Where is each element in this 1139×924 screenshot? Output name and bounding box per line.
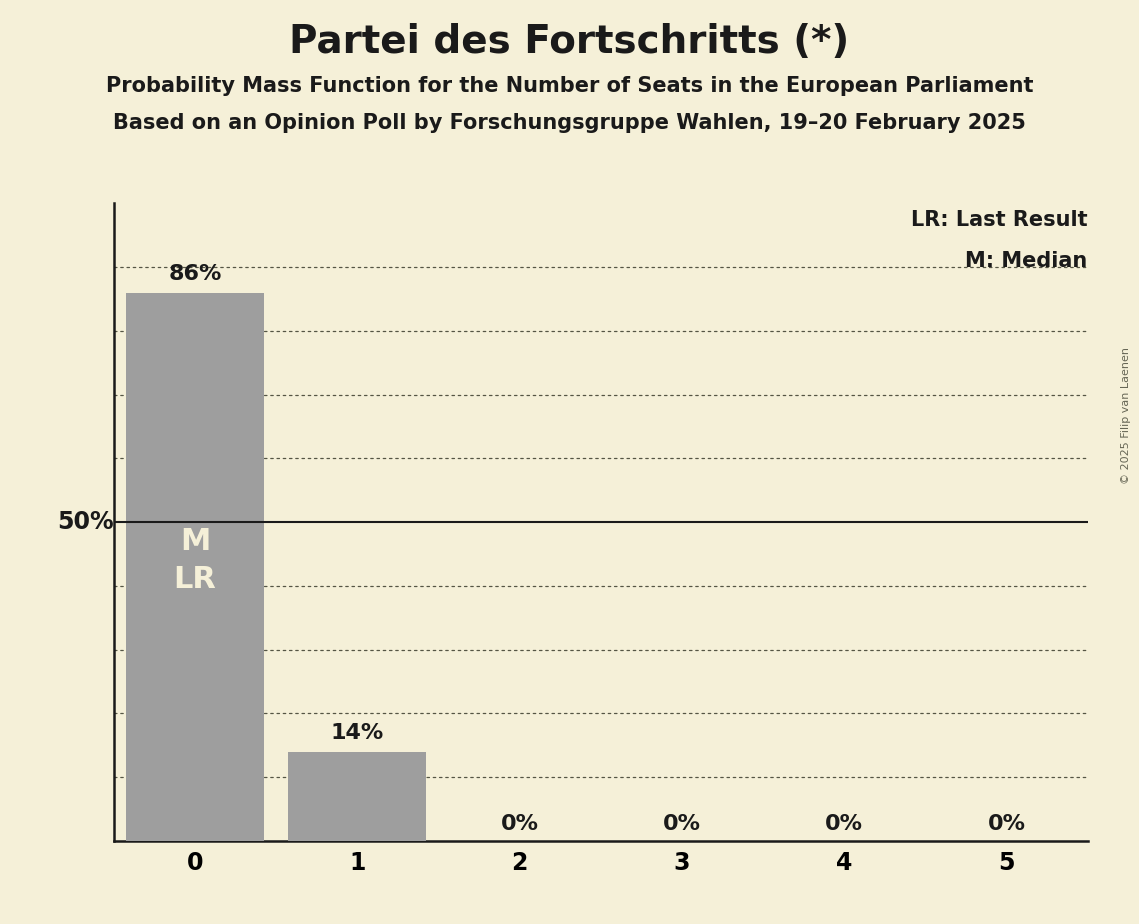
Text: 50%: 50%	[57, 510, 114, 534]
Text: 0%: 0%	[826, 814, 863, 834]
Text: © 2025 Filip van Laenen: © 2025 Filip van Laenen	[1121, 347, 1131, 484]
Bar	[126, 293, 264, 841]
Bar	[288, 751, 426, 841]
Text: 0%: 0%	[501, 814, 539, 834]
Text: 14%: 14%	[330, 723, 384, 743]
Text: 86%: 86%	[169, 264, 222, 285]
Text: LR: Last Result: LR: Last Result	[911, 210, 1088, 230]
Text: M
LR: M LR	[173, 527, 216, 594]
Text: Partei des Fortschritts (*): Partei des Fortschritts (*)	[289, 23, 850, 61]
Text: M: Median: M: Median	[966, 251, 1088, 271]
Text: 0%: 0%	[663, 814, 700, 834]
Text: Based on an Opinion Poll by Forschungsgruppe Wahlen, 19–20 February 2025: Based on an Opinion Poll by Forschungsgr…	[113, 113, 1026, 133]
Text: Probability Mass Function for the Number of Seats in the European Parliament: Probability Mass Function for the Number…	[106, 76, 1033, 96]
Text: 0%: 0%	[988, 814, 1025, 834]
